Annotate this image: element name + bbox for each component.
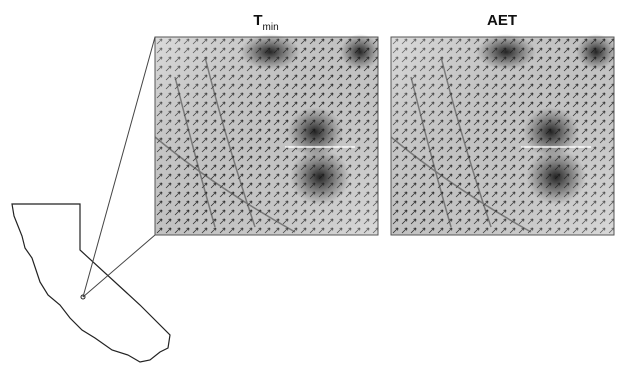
zoom-line [82,234,156,298]
panel-title: AET [487,12,517,29]
inset-panel [390,33,617,236]
location-marker [80,294,86,300]
zoom-line [82,36,156,298]
inset-panel [154,33,381,236]
panel-title: Tmin [253,12,278,33]
california-outline [11,203,171,363]
